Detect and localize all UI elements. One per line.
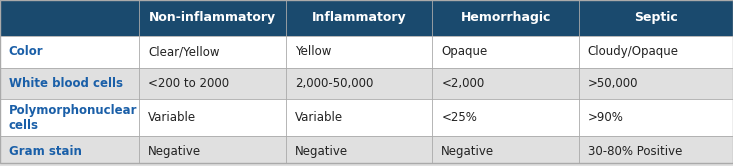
Text: Variable: Variable bbox=[148, 111, 196, 124]
Text: <25%: <25% bbox=[441, 111, 477, 124]
Text: Yellow: Yellow bbox=[295, 45, 331, 58]
Bar bbox=[579, 36, 733, 68]
Text: Non-inflammatory: Non-inflammatory bbox=[149, 11, 276, 24]
Text: Color: Color bbox=[9, 45, 43, 58]
Text: <200 to 2000: <200 to 2000 bbox=[148, 77, 229, 90]
Bar bbox=[432, 68, 579, 99]
Text: Negative: Negative bbox=[148, 145, 201, 158]
Bar bbox=[139, 136, 286, 166]
Bar bbox=[0, 0, 139, 36]
Bar bbox=[432, 136, 579, 166]
Text: Hemorrhagic: Hemorrhagic bbox=[460, 11, 551, 24]
Text: Negative: Negative bbox=[295, 145, 347, 158]
Bar bbox=[0, 68, 139, 99]
Bar bbox=[139, 68, 286, 99]
Bar bbox=[579, 136, 733, 166]
Text: 30-80% Positive: 30-80% Positive bbox=[588, 145, 682, 158]
Bar bbox=[432, 36, 579, 68]
Text: Opaque: Opaque bbox=[441, 45, 487, 58]
Bar bbox=[286, 136, 432, 166]
Bar bbox=[139, 0, 286, 36]
Bar bbox=[139, 99, 286, 136]
Text: >50,000: >50,000 bbox=[588, 77, 638, 90]
Bar bbox=[579, 99, 733, 136]
Text: Negative: Negative bbox=[441, 145, 494, 158]
Bar bbox=[286, 36, 432, 68]
Bar bbox=[432, 99, 579, 136]
Bar bbox=[286, 68, 432, 99]
Bar bbox=[0, 136, 139, 166]
Text: Gram stain: Gram stain bbox=[9, 145, 81, 158]
Text: Inflammatory: Inflammatory bbox=[312, 11, 407, 24]
Text: <2,000: <2,000 bbox=[441, 77, 485, 90]
Bar bbox=[579, 0, 733, 36]
Bar bbox=[286, 0, 432, 36]
Text: Polymorphonuclear
cells: Polymorphonuclear cells bbox=[9, 104, 137, 132]
Text: Cloudy/Opaque: Cloudy/Opaque bbox=[588, 45, 679, 58]
Text: Variable: Variable bbox=[295, 111, 343, 124]
Text: White blood cells: White blood cells bbox=[9, 77, 123, 90]
Bar bbox=[0, 36, 139, 68]
Bar bbox=[286, 99, 432, 136]
Bar bbox=[579, 68, 733, 99]
Text: Septic: Septic bbox=[634, 11, 678, 24]
Text: 2,000-50,000: 2,000-50,000 bbox=[295, 77, 373, 90]
Text: >90%: >90% bbox=[588, 111, 624, 124]
Bar bbox=[432, 0, 579, 36]
Bar bbox=[0, 99, 139, 136]
Bar bbox=[139, 36, 286, 68]
Text: Clear/Yellow: Clear/Yellow bbox=[148, 45, 220, 58]
